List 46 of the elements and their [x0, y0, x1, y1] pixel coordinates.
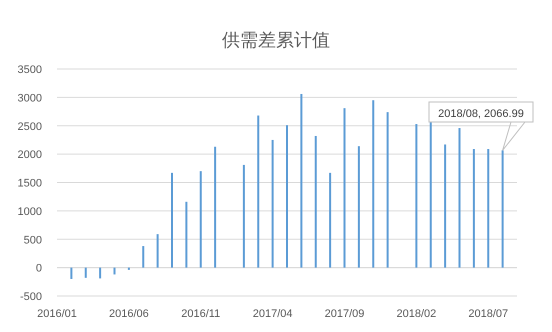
title: 供需差累计值 — [222, 30, 330, 50]
bar — [344, 108, 346, 268]
bar — [114, 268, 116, 274]
x-tick-label: 2018/07 — [468, 308, 508, 320]
x-tick-label: 2016/06 — [108, 308, 149, 320]
y-tick-label: 3000 — [18, 92, 42, 104]
y-tick-label: 1000 — [18, 206, 42, 218]
bar — [99, 268, 102, 278]
y-tick-label: 1500 — [18, 178, 42, 190]
x-tick-label: 2017/04 — [252, 308, 293, 320]
bar — [257, 116, 260, 268]
bar — [314, 136, 317, 268]
y-tick-label: -500 — [20, 291, 42, 303]
bar — [272, 140, 274, 268]
bar — [242, 164, 245, 268]
bar — [142, 246, 144, 268]
y-tick-label: 2000 — [18, 149, 42, 162]
bar — [214, 146, 216, 268]
bar — [386, 112, 389, 268]
bar — [185, 202, 188, 268]
bar — [502, 150, 504, 268]
bar — [171, 172, 173, 268]
x-tick-label: 2018/02 — [396, 308, 436, 320]
bar — [372, 100, 374, 268]
x-tick-label: 2016/01 — [37, 308, 77, 320]
bar — [329, 172, 332, 268]
bar — [444, 144, 446, 268]
bar — [200, 171, 202, 268]
y-tick-label: 500 — [24, 234, 42, 246]
bar — [286, 125, 288, 268]
bar — [472, 149, 475, 268]
y-tick-label: 3500 — [18, 64, 42, 76]
bar — [300, 94, 302, 268]
y-tick-label: 0 — [36, 262, 42, 275]
bar — [156, 234, 159, 268]
bar — [70, 268, 72, 279]
bar — [458, 128, 460, 268]
x-tick-label: 2016/11 — [181, 308, 220, 320]
bar — [487, 149, 490, 268]
bar — [430, 122, 432, 268]
bar — [415, 124, 418, 268]
y-tick-label: 2500 — [18, 120, 42, 133]
bar — [84, 268, 87, 278]
x-tick-label: 2017/09 — [324, 308, 364, 320]
annotation: 2018/08, 2066.99 — [438, 108, 524, 120]
bar — [358, 146, 360, 268]
